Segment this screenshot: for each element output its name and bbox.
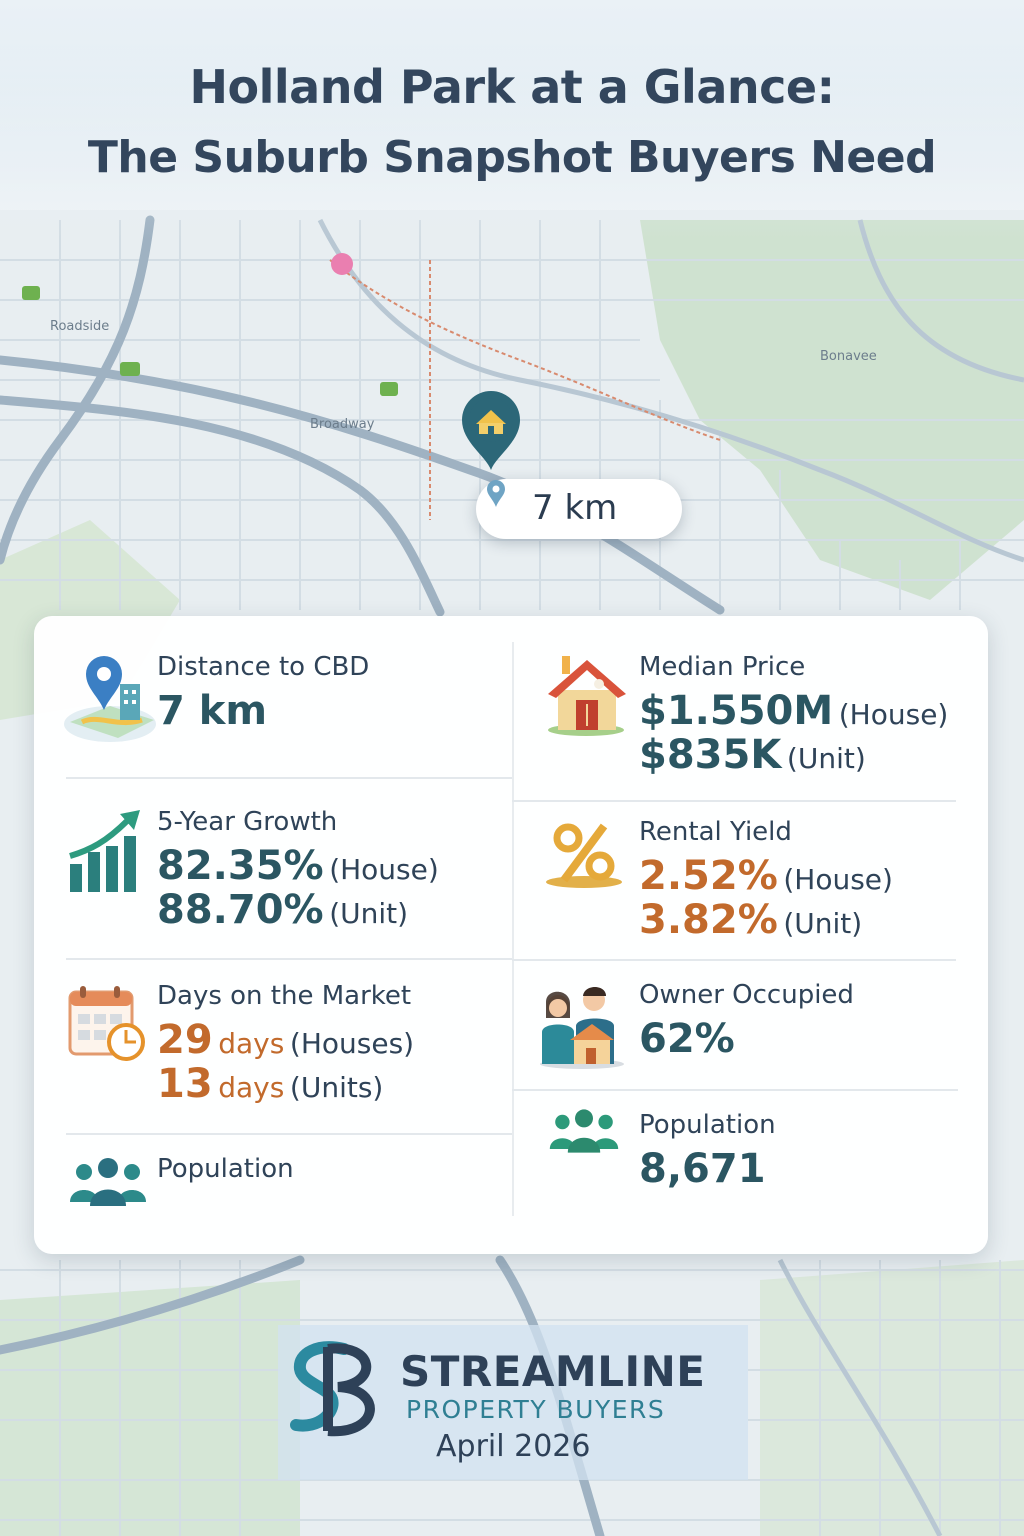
- rental-yield-house-value: 2.52%: [639, 853, 778, 899]
- median-price-unit-unit: (Unit): [786, 742, 866, 775]
- divider: [66, 1133, 512, 1135]
- distance-pill: 7 km: [476, 479, 682, 539]
- brand-logo-block: STREAMLINE PROPERTY BUYERS April 2026: [278, 1325, 748, 1480]
- divider: [66, 958, 512, 960]
- rental-yield-unit-unit: (Unit): [783, 907, 863, 940]
- growth-house-value: 82.35%: [157, 843, 324, 889]
- rental-yield-unit-value: 3.82%: [639, 897, 778, 943]
- rental-yield-label: Rental Yield: [639, 817, 792, 847]
- days-houses-word: days: [218, 1027, 285, 1060]
- growth-unit-value: 88.70%: [157, 887, 324, 933]
- population-left-label: Population: [157, 1154, 294, 1184]
- people-group-icon: [70, 1158, 146, 1206]
- brand-name: STREAMLINE: [400, 1347, 706, 1396]
- owner-occupied-label: Owner Occupied: [639, 980, 854, 1010]
- family-home-icon: [540, 987, 624, 1069]
- house-icon: [548, 656, 626, 736]
- growth-label: 5-Year Growth: [157, 807, 338, 837]
- svg-text:Roadside: Roadside: [50, 319, 109, 334]
- days-houses-unit: (Houses): [289, 1027, 415, 1060]
- people-group-icon: [549, 1109, 619, 1153]
- median-price-house-value: $1.550M: [639, 688, 834, 734]
- svg-text:Broadway: Broadway: [310, 417, 375, 432]
- map-pin-city-icon: [64, 656, 156, 742]
- percent-icon: [546, 823, 622, 888]
- distance-value: 7 km: [157, 688, 268, 734]
- svg-text:Bonavee: Bonavee: [820, 349, 877, 364]
- title-line-1: Holland Park at a Glance:: [189, 60, 835, 114]
- calendar-clock-icon: [68, 986, 145, 1061]
- home-location-pin-icon: [462, 391, 520, 470]
- growth-house-unit: (House): [329, 853, 439, 886]
- growth-unit-unit: (Unit): [329, 897, 409, 930]
- days-units-number: 13: [157, 1061, 213, 1107]
- days-houses-number: 29: [157, 1017, 213, 1063]
- brand-tagline: PROPERTY BUYERS: [406, 1395, 666, 1424]
- streamline-logo-icon: [290, 1341, 375, 1437]
- divider: [512, 800, 956, 802]
- divider: [512, 1089, 958, 1091]
- rental-yield-house-unit: (House): [783, 863, 893, 896]
- days-units-word: days: [218, 1071, 285, 1104]
- distance-label: Distance to CBD: [157, 652, 370, 682]
- days-units-unit: (Units): [289, 1071, 384, 1104]
- distance-pill-value: 7 km: [532, 488, 618, 528]
- median-price-label: Median Price: [639, 652, 806, 682]
- divider: [512, 959, 956, 961]
- population-right-label: Population: [639, 1110, 776, 1140]
- owner-occupied-value: 62%: [639, 1016, 735, 1062]
- population-right-value: 8,671: [639, 1146, 766, 1192]
- title-line-2: The Suburb Snapshot Buyers Need: [87, 132, 937, 183]
- median-price-house-unit: (House): [838, 698, 949, 731]
- brand-date: April 2026: [436, 1429, 591, 1464]
- stats-card: Distance to CBD 7 km Median Price $1.550…: [34, 616, 988, 1254]
- median-price-unit-value: $835K: [639, 732, 782, 778]
- page-title: Holland Park at a Glance: The Suburb Sna…: [0, 52, 1024, 194]
- divider: [66, 777, 512, 779]
- pin-icon: [487, 480, 505, 507]
- growth-chart-icon: [69, 810, 140, 892]
- column-divider: [512, 642, 514, 1216]
- days-on-market-label: Days on the Market: [157, 981, 412, 1011]
